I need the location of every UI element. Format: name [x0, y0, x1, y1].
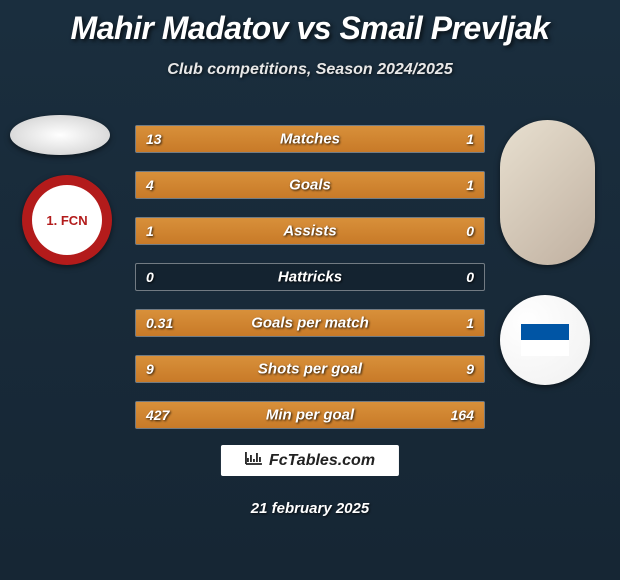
stat-row: 0.31 Goals per match 1: [135, 309, 485, 337]
stat-value-left: 4: [146, 177, 154, 193]
club-badge-left: 1. FCN: [22, 175, 112, 265]
stat-row: 9 Shots per goal 9: [135, 355, 485, 383]
stat-value-left: 1: [146, 223, 154, 239]
stats-container: 13 Matches 1 4 Goals 1 1 Assists 0 0 Hat…: [135, 125, 485, 447]
stat-value-right: 0: [466, 269, 474, 285]
brand-label: FcTables.com: [269, 452, 375, 470]
stat-row: 4 Goals 1: [135, 171, 485, 199]
stat-value-left: 13: [146, 131, 162, 147]
stat-value-right: 1: [466, 315, 474, 331]
stat-label: Shots per goal: [258, 361, 362, 378]
stat-value-left: 427: [146, 407, 169, 423]
player-left-photo: [10, 115, 110, 155]
club-badge-right-flag: [521, 324, 569, 356]
stat-label: Min per goal: [266, 407, 354, 424]
club-badge-right: [500, 295, 590, 385]
page-title: Mahir Madatov vs Smail Prevljak: [0, 0, 620, 47]
stat-value-left: 0: [146, 269, 154, 285]
date-label: 21 february 2025: [251, 500, 369, 517]
stat-value-left: 9: [146, 361, 154, 377]
stat-row: 427 Min per goal 164: [135, 401, 485, 429]
stat-value-right: 0: [466, 223, 474, 239]
stat-value-right: 1: [466, 177, 474, 193]
stat-bar-left: [136, 172, 414, 198]
subtitle: Club competitions, Season 2024/2025: [0, 61, 620, 79]
club-badge-left-text: 1. FCN: [32, 185, 102, 255]
stat-label: Hattricks: [278, 269, 342, 286]
brand-tag[interactable]: FcTables.com: [221, 445, 399, 476]
stat-row: 1 Assists 0: [135, 217, 485, 245]
stat-label: Goals per match: [251, 315, 369, 332]
stat-label: Matches: [280, 131, 340, 148]
stat-value-right: 164: [451, 407, 474, 423]
player-right-photo: [500, 120, 595, 265]
chart-icon: [245, 451, 263, 470]
stat-value-right: 9: [466, 361, 474, 377]
stat-value-left: 0.31: [146, 315, 173, 331]
stat-row: 13 Matches 1: [135, 125, 485, 153]
stat-row: 0 Hattricks 0: [135, 263, 485, 291]
stat-label: Goals: [289, 177, 331, 194]
stat-value-right: 1: [466, 131, 474, 147]
stat-label: Assists: [283, 223, 336, 240]
